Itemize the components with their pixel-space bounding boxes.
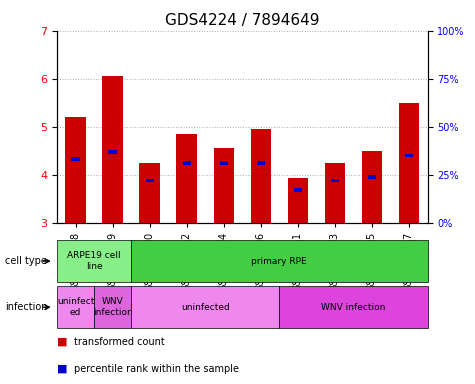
Bar [145, 179, 154, 182]
Bar [288, 178, 308, 223]
Bar [182, 161, 191, 165]
Bar [71, 157, 80, 161]
Text: transformed count: transformed count [74, 337, 164, 347]
Bar [331, 179, 339, 182]
Bar [399, 103, 419, 223]
Bar [177, 134, 197, 223]
Text: ARPE19 cell
line: ARPE19 cell line [67, 252, 121, 271]
Text: ■: ■ [57, 364, 67, 374]
Bar [405, 154, 413, 157]
Bar [325, 163, 345, 223]
Text: uninfected: uninfected [181, 303, 229, 312]
Bar [294, 188, 302, 192]
Text: cell type: cell type [5, 256, 47, 266]
Bar [362, 151, 382, 223]
Text: WNV
infection: WNV infection [93, 298, 133, 317]
Text: infection: infection [5, 302, 47, 312]
Bar [108, 150, 117, 154]
Text: WNV infection: WNV infection [321, 303, 386, 312]
Bar [66, 117, 86, 223]
Bar [103, 76, 123, 223]
Bar [256, 161, 265, 165]
Bar [251, 129, 271, 223]
Bar [368, 175, 376, 179]
Text: uninfect
ed: uninfect ed [57, 298, 94, 317]
Text: percentile rank within the sample: percentile rank within the sample [74, 364, 238, 374]
Text: ■: ■ [57, 337, 67, 347]
Text: primary RPE: primary RPE [251, 257, 307, 266]
Bar [219, 161, 228, 165]
Bar [140, 163, 160, 223]
Title: GDS4224 / 7894649: GDS4224 / 7894649 [165, 13, 320, 28]
Bar [214, 148, 234, 223]
